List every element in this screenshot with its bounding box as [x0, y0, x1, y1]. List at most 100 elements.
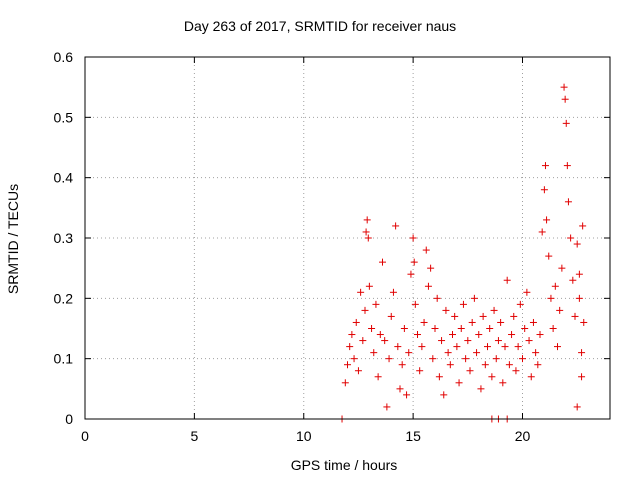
data-point: [484, 343, 491, 351]
data-point: [405, 349, 413, 357]
data-point: [578, 349, 586, 357]
x-tick-label: 5: [190, 428, 198, 444]
data-point: [501, 343, 509, 351]
data-point: [431, 325, 439, 332]
data-point: [499, 379, 507, 387]
x-tick-label: 0: [81, 428, 89, 444]
data-point: [357, 288, 365, 296]
data-point: [579, 222, 587, 230]
data-point: [354, 367, 362, 375]
data-point: [503, 276, 511, 284]
data-point: [346, 343, 354, 351]
data-point: [449, 331, 456, 339]
data-point: [563, 162, 571, 170]
data-point: [575, 270, 583, 278]
y-axis-label: SRMTID / TECUs: [5, 184, 21, 294]
data-point: [575, 294, 583, 302]
y-tick-label: 0.5: [54, 109, 74, 125]
plot-frame: [84, 56, 611, 420]
x-axis-label: GPS time / hours: [291, 457, 398, 473]
data-point: [363, 216, 371, 224]
data-point: [523, 288, 531, 296]
data-point: [459, 300, 467, 308]
y-tick-label: 0: [65, 411, 73, 427]
data-point: [414, 331, 421, 339]
data-point: [457, 325, 465, 332]
data-point: [462, 355, 470, 363]
data-point: [475, 331, 483, 339]
data-point: [429, 355, 437, 363]
data-point: [479, 312, 487, 320]
data-point: [411, 300, 419, 308]
axis-tick-labels: 0 5 10 15 20 0 0.1 0.2 0.3 0.4 0.5 0.6: [54, 49, 531, 444]
data-point: [540, 186, 548, 194]
data-point: [453, 343, 461, 351]
data-point: [364, 234, 372, 242]
data-point: [543, 216, 551, 224]
data-point: [549, 325, 557, 332]
data-point: [387, 312, 395, 320]
y-tick-label: 0.3: [54, 230, 74, 246]
data-point: [536, 331, 544, 339]
data-point: [352, 318, 360, 326]
data-point: [438, 337, 446, 345]
data-point: [551, 282, 559, 290]
data-point: [547, 294, 555, 302]
data-point: [418, 343, 426, 351]
x-tick-label: 10: [296, 428, 312, 444]
chart-title: Day 263 of 2017, SRMTID for receiver nau…: [184, 18, 456, 34]
data-point: [519, 355, 526, 363]
data-point: [348, 331, 356, 339]
data-point: [416, 367, 424, 375]
data-point: [396, 385, 404, 393]
x-tick-label: 15: [405, 428, 421, 444]
data-point: [409, 234, 417, 242]
data-point: [573, 403, 581, 411]
data-point: [365, 282, 373, 290]
data-point: [538, 228, 546, 236]
data-point: [435, 373, 443, 381]
data-point: [554, 343, 561, 351]
data-point: [556, 306, 564, 314]
data-point: [490, 306, 498, 314]
data-point: [362, 228, 370, 236]
data-point: [410, 258, 418, 266]
data-point: [464, 337, 472, 345]
data-point: [385, 355, 393, 363]
data-point: [361, 306, 369, 314]
data-point: [541, 162, 549, 170]
y-tick-label: 0.6: [54, 49, 74, 65]
data-point: [381, 337, 389, 345]
data-point: [578, 373, 586, 381]
data-point: [560, 83, 568, 91]
data-point: [370, 349, 378, 357]
data-point: [403, 391, 411, 399]
data-point: [394, 343, 402, 351]
data-point: [427, 264, 435, 272]
data-point: [569, 276, 577, 284]
data-point: [455, 379, 463, 387]
data-point: [359, 337, 367, 345]
data-point: [486, 325, 494, 332]
data-point: [398, 361, 406, 369]
data-point: [442, 306, 450, 314]
data-point: [420, 318, 428, 326]
data-point: [470, 294, 478, 302]
data-point: [580, 318, 588, 326]
data-point: [468, 318, 476, 326]
data-point: [571, 312, 579, 320]
data-point: [494, 337, 502, 345]
data-point: [422, 246, 430, 254]
data-point: [558, 264, 566, 272]
data-point: [440, 391, 448, 399]
data-point: [562, 119, 570, 127]
y-tick-label: 0.2: [54, 290, 74, 306]
data-points: [338, 83, 588, 423]
x-tick-label: 20: [515, 428, 531, 444]
data-point: [376, 331, 384, 339]
data-point: [525, 337, 533, 345]
data-point: [527, 373, 535, 381]
data-point: [510, 312, 518, 320]
data-point: [529, 318, 537, 326]
